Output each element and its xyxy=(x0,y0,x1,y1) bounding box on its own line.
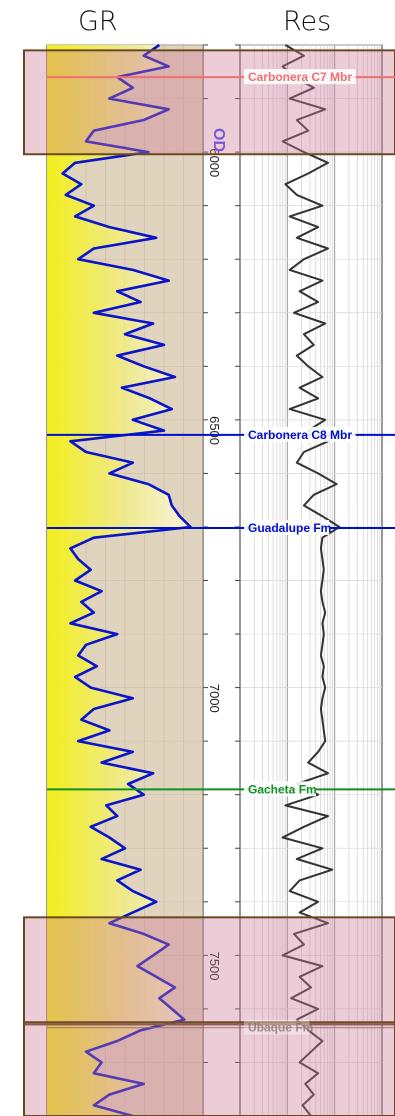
res-curve-layer xyxy=(281,44,341,1116)
formation-label-bg xyxy=(244,69,356,85)
zone-highlight xyxy=(23,916,395,1026)
gr-curve xyxy=(61,43,192,1116)
curve-code-label: OD xyxy=(210,128,227,152)
zone-highlights xyxy=(23,49,395,1116)
formation-top-label: Ubaque Fm xyxy=(248,1021,313,1035)
depth-tick-label: 7500 xyxy=(207,952,222,981)
res-curve xyxy=(281,44,341,1116)
formation-top-label: Carbonera C7 Mbr xyxy=(248,70,352,84)
depth-tick-label: 6000 xyxy=(207,148,222,177)
formation-top-label: Guadalupe Fm xyxy=(248,521,331,535)
zone-highlight xyxy=(23,1021,395,1116)
gr-sand-fill xyxy=(47,45,191,1116)
res-track-title: Res xyxy=(283,6,332,37)
formation-label-bg xyxy=(244,1019,310,1035)
formation-label-bg xyxy=(244,520,330,536)
gr-track-title: GR xyxy=(78,6,118,37)
formation-label-bg xyxy=(244,426,356,442)
zone-highlight xyxy=(23,49,395,156)
gr-curve-layer xyxy=(61,43,192,1116)
depth-tick-label: 7000 xyxy=(207,684,222,713)
formation-tops: Carbonera C7 Mbr Carbonera C8 Mbr Guadalup… xyxy=(47,69,395,1035)
formation-top-label: Carbonera C8 Mbr xyxy=(248,428,352,442)
depth-tick-label: 6500 xyxy=(207,416,222,445)
depth-track: 6000 6500 7000 7500 xyxy=(203,44,241,1116)
formation-top-label: Gacheta Fm xyxy=(248,782,317,796)
formation-label-bg xyxy=(244,781,316,797)
